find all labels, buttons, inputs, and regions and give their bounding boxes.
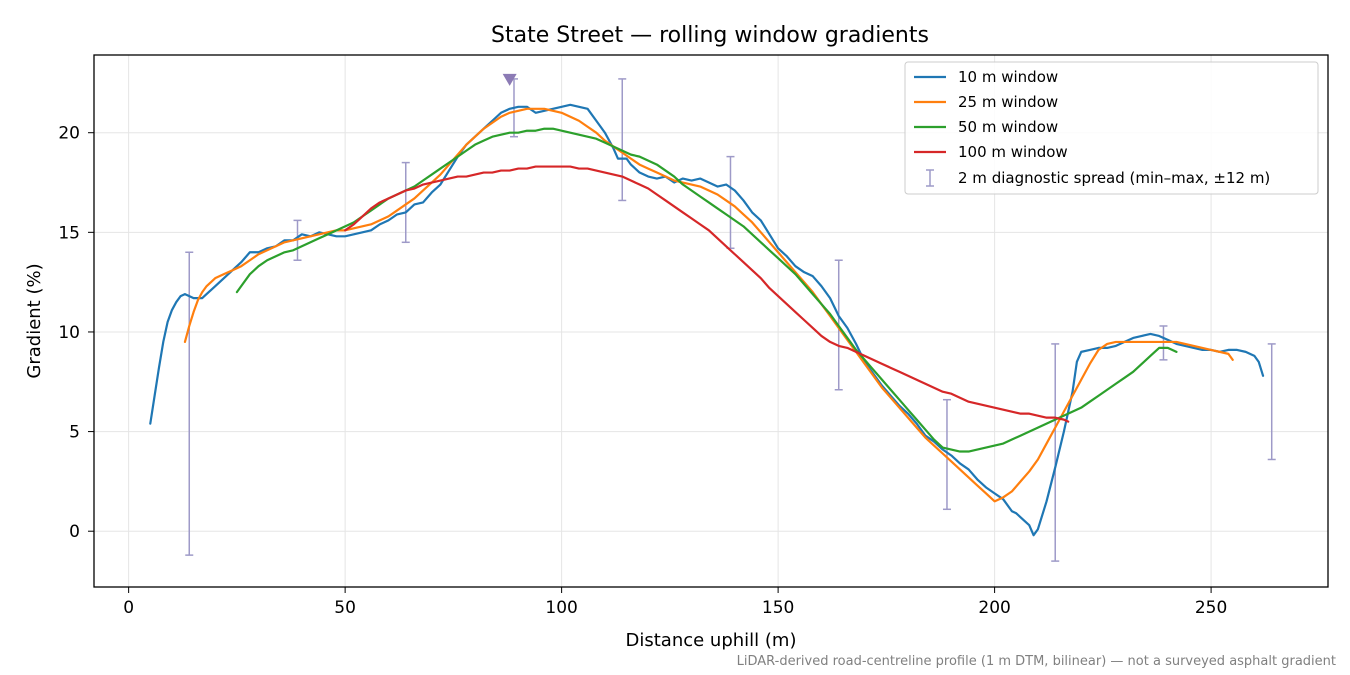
plot-frame — [93, 54, 1329, 588]
y-tick-label: 15 — [58, 223, 80, 243]
y-tick-label: 0 — [69, 522, 80, 542]
legend-box — [904, 61, 1319, 195]
series-lines — [149, 103, 1265, 537]
x-tick-label: 150 — [762, 598, 794, 618]
y-tick-label: 5 — [69, 423, 80, 443]
x-tick-label: 100 — [545, 598, 577, 618]
legend-label: 50 m window — [958, 118, 1058, 136]
peak-marker — [502, 73, 517, 86]
legend-label: 100 m window — [958, 143, 1068, 161]
y-tick-label: 10 — [58, 323, 80, 343]
axis-ticks: 0 50 100 150 200 250 0 5 10 15 20 — [58, 124, 1227, 618]
legend-label: 2 m diagnostic spread (min–max, ±12 m) — [958, 169, 1270, 187]
legend-label: 10 m window — [958, 68, 1058, 86]
legend: 10 m window 25 m window 50 m window 100 m w… — [904, 61, 1319, 195]
series-line-25-m-window — [183, 107, 1234, 503]
y-tick-label: 20 — [58, 124, 80, 144]
x-tick-label: 250 — [1195, 598, 1227, 618]
x-axis-label: Distance uphill (m) — [626, 630, 797, 651]
series-line-10-m-window — [149, 103, 1265, 537]
series-line-100-m-window — [344, 165, 1070, 423]
triangle-down-marker — [502, 73, 517, 86]
y-axis-label: Gradient (%) — [24, 263, 45, 378]
chart-title: State Street — rolling window gradients — [491, 23, 929, 48]
footnote: LiDAR-derived road-centreline profile (1… — [737, 654, 1336, 669]
x-tick-label: 0 — [123, 598, 134, 618]
legend-label: 25 m window — [958, 93, 1058, 111]
x-tick-label: 200 — [978, 598, 1010, 618]
x-tick-label: 50 — [334, 598, 356, 618]
